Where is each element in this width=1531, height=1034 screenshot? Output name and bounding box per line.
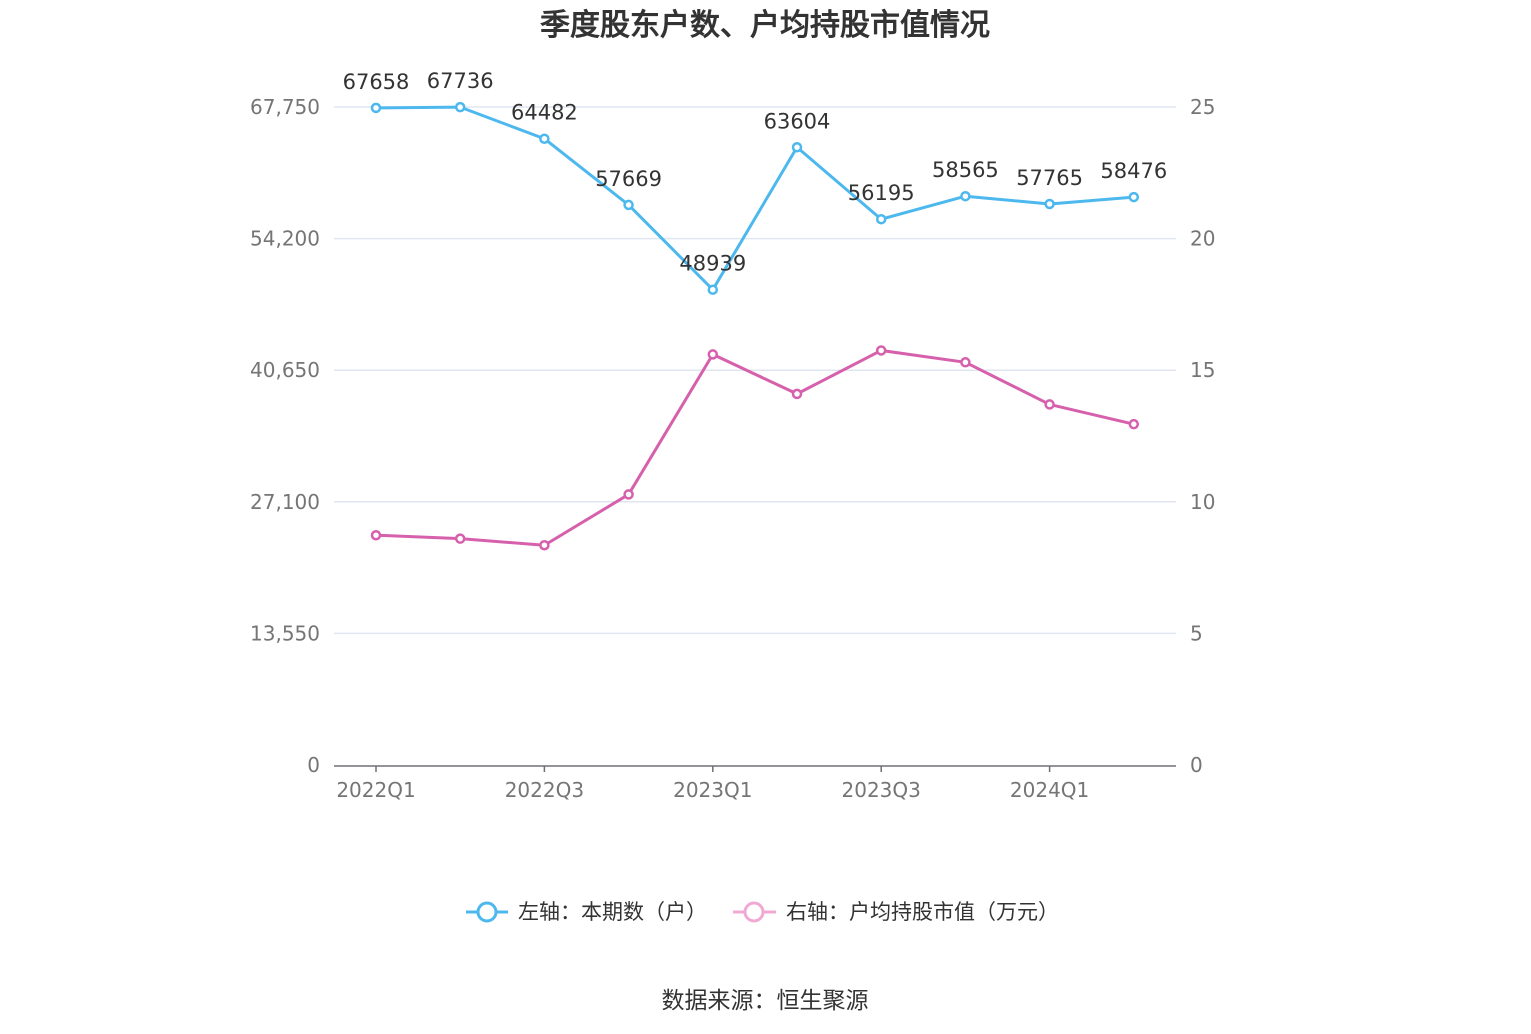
data-point xyxy=(960,190,971,202)
grid xyxy=(334,106,1176,635)
legend-label-avg-value: 右轴：户均持股市值（万元） xyxy=(786,900,1059,924)
left-tick-label: 0 xyxy=(307,753,320,777)
legend-label-households: 左轴：本期数（户） xyxy=(518,900,707,924)
data-label: 58476 xyxy=(1100,159,1167,183)
data-point xyxy=(1128,418,1140,430)
data-point xyxy=(791,388,803,400)
right-tick-label: 10 xyxy=(1190,490,1215,514)
data-label: 63604 xyxy=(764,109,831,133)
legend-swatch-households-marker xyxy=(476,901,498,923)
x-tick-label: 2022Q1 xyxy=(336,778,415,802)
data-point xyxy=(623,199,634,211)
right-tick-label: 20 xyxy=(1190,227,1215,251)
legend[interactable]: 左轴：本期数（户） 右轴：户均持股市值（万元） xyxy=(466,900,1059,924)
right-tick-label: 0 xyxy=(1190,753,1203,777)
data-label: 57669 xyxy=(595,167,662,191)
right-tick-label: 15 xyxy=(1190,358,1215,382)
legend-item-avg-value[interactable]: 右轴：户均持股市值（万元） xyxy=(733,900,1059,924)
source-note: 数据来源：恒生聚源 xyxy=(662,988,869,1014)
left-tick-label: 27,100 xyxy=(250,490,320,514)
data-label: 64482 xyxy=(511,101,578,125)
data-point xyxy=(875,345,887,356)
data-point xyxy=(623,489,634,500)
series-line-0 xyxy=(375,105,1134,292)
data-point xyxy=(370,102,382,114)
data-point xyxy=(1044,399,1055,410)
left-tick-label: 54,200 xyxy=(250,227,320,251)
chart-title: 季度股东户数、户均持股市值情况 xyxy=(540,8,990,43)
x-tick-label: 2023Q3 xyxy=(842,778,921,802)
data-point xyxy=(370,529,382,541)
data-point xyxy=(454,533,466,544)
legend-swatch-avg-value-marker xyxy=(743,901,765,923)
x-tick-label: 2022Q3 xyxy=(505,778,584,802)
series-line-1 xyxy=(375,348,1135,547)
data-label: 48939 xyxy=(679,252,746,276)
legend-item-households[interactable]: 左轴：本期数（户） xyxy=(466,900,707,924)
left-tick-label: 67,750 xyxy=(250,95,320,119)
right-tick-label: 5 xyxy=(1190,621,1203,645)
axes: 013,55027,10040,65054,20067,750051015202… xyxy=(250,95,1215,802)
data-label: 67736 xyxy=(427,69,494,93)
data-label: 67658 xyxy=(343,70,410,94)
x-tick-label: 2024Q1 xyxy=(1010,778,1089,802)
data-point xyxy=(1128,191,1140,203)
data-point xyxy=(707,349,719,360)
left-tick-label: 13,550 xyxy=(250,621,320,645)
left-tick-label: 40,650 xyxy=(250,358,320,382)
data-point xyxy=(539,539,550,551)
series-lines xyxy=(370,101,1140,551)
data-label: 56195 xyxy=(848,181,915,205)
data-point xyxy=(875,213,887,225)
data-label: 57765 xyxy=(1016,166,1083,190)
data-point xyxy=(539,133,550,144)
data-point xyxy=(707,284,719,295)
data-label: 58565 xyxy=(932,158,999,182)
data-point xyxy=(454,101,466,113)
data-point xyxy=(960,357,971,368)
data-labels: 67658 67736 64482 57669 48939 63604 56195 58565… xyxy=(343,69,1168,276)
x-tick-label: 2023Q1 xyxy=(673,778,752,802)
right-tick-label: 25 xyxy=(1190,95,1215,119)
data-point xyxy=(1044,198,1055,210)
data-point xyxy=(791,142,803,153)
